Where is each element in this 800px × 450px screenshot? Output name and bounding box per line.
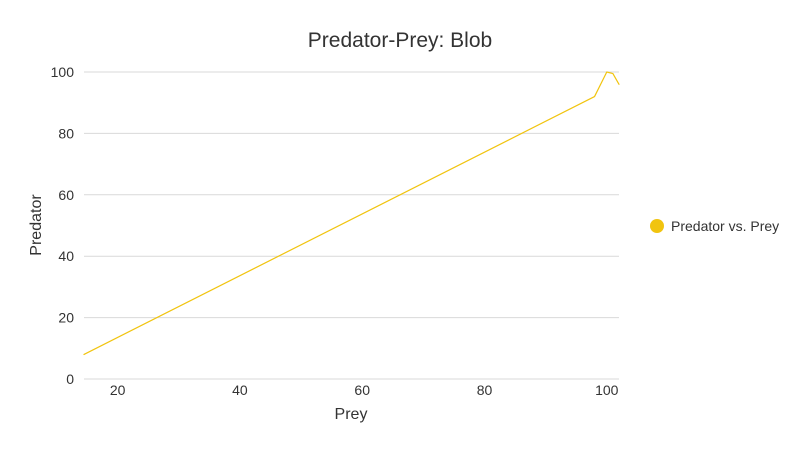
x-tick-label: 20 — [110, 382, 126, 398]
y-tick-label: 40 — [58, 248, 74, 264]
y-tick-label: 60 — [58, 187, 74, 203]
y-tick-label: 100 — [51, 64, 75, 80]
gridlines — [84, 71, 619, 319]
x-tick-label: 80 — [477, 382, 493, 398]
series-line — [83, 71, 620, 356]
tick-labels: 0 20 40 60 80 100 20 40 60 80 100 — [51, 64, 619, 398]
x-tick-label: 40 — [232, 382, 248, 398]
y-axis-title: Predator — [28, 194, 45, 256]
legend-label: Predator vs. Prey — [671, 218, 779, 234]
y-tick-label: 0 — [66, 371, 74, 387]
y-tick-label: 20 — [58, 310, 74, 326]
x-axis-title: Prey — [335, 406, 368, 423]
legend-swatch — [650, 219, 664, 233]
y-tick-label: 80 — [58, 125, 74, 141]
series-layer — [83, 71, 620, 356]
x-tick-label: 100 — [595, 382, 619, 398]
chart-title: Predator-Prey: Blob — [308, 29, 492, 52]
legend: Predator vs. Prey — [650, 218, 779, 234]
x-tick-label: 60 — [354, 382, 370, 398]
